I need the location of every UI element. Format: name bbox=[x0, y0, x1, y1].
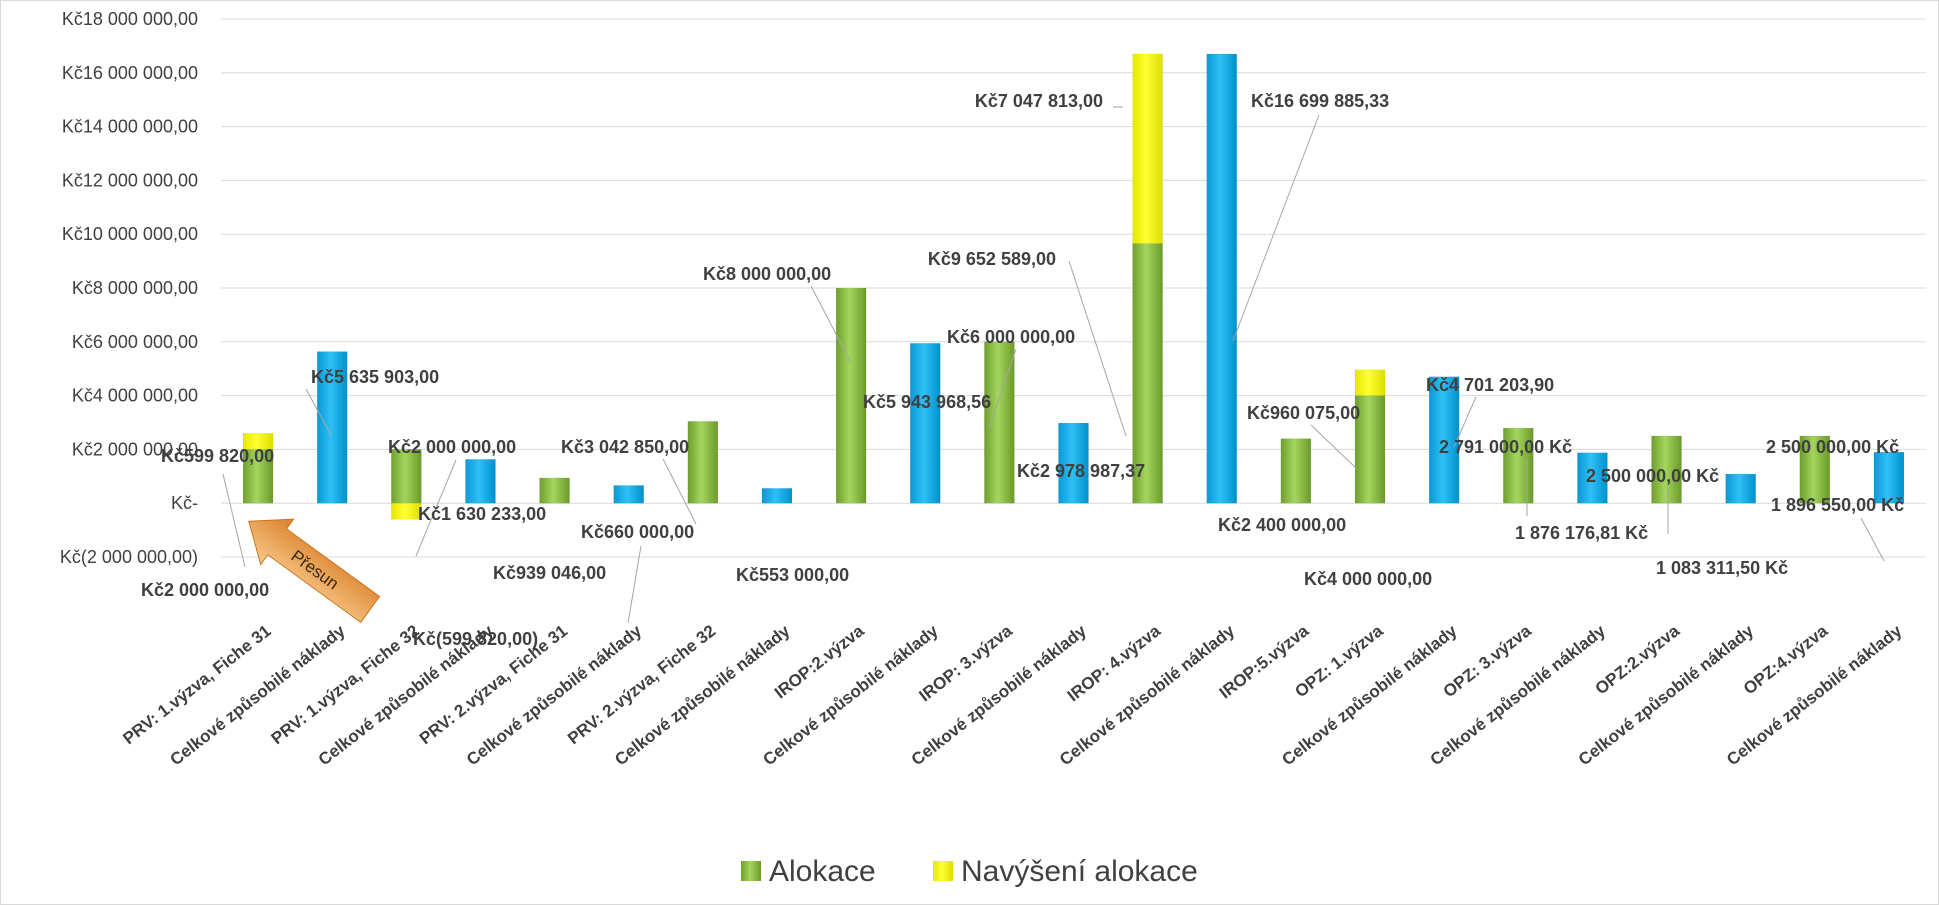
data-label: Kč2 000 000,00 bbox=[141, 580, 269, 600]
data-label: Kč9 652 589,00 bbox=[928, 249, 1056, 269]
data-label: Kč5 943 968,56 bbox=[863, 392, 991, 412]
data-label: Kč16 699 885,33 bbox=[1251, 91, 1389, 111]
y-axis-ticks: Kč(2 000 000,00) Kč- Kč2 000 000,00 Kč4 000… bbox=[60, 9, 198, 567]
bar-alokace bbox=[539, 477, 570, 504]
bar-alokace bbox=[1354, 395, 1386, 504]
bar-celkove-naklady bbox=[1206, 53, 1238, 504]
leader-line bbox=[222, 473, 246, 568]
y-tick-label: Kč12 000 000,00 bbox=[62, 170, 198, 190]
data-label: Kč2 400 000,00 bbox=[1218, 515, 1346, 535]
data-label: Kč6 000 000,00 bbox=[947, 327, 1075, 347]
bar-alokace bbox=[391, 449, 422, 504]
x-category-label: PRV: 1.výzva, Fiche 32 bbox=[268, 621, 423, 748]
leader-line bbox=[988, 348, 1017, 429]
leader-line bbox=[662, 458, 697, 525]
data-label: 1 896 550,00 Kč bbox=[1771, 495, 1904, 515]
leader-line bbox=[305, 388, 332, 436]
bar-celkove-naklady bbox=[1725, 473, 1756, 504]
data-label: Kč2 978 987,37 bbox=[1017, 461, 1145, 481]
bar-celkove-naklady bbox=[1577, 452, 1608, 504]
data-labels: Kč599 820,00 Kč2 000 000,00 Kč5 635 903,00… bbox=[141, 91, 1904, 649]
data-label: Kč599 820,00 bbox=[161, 446, 274, 466]
data-label: Kč553 000,00 bbox=[736, 565, 849, 585]
bar-alokace bbox=[687, 421, 719, 504]
bar-celkove-naklady bbox=[316, 351, 348, 504]
bars bbox=[242, 53, 1905, 520]
bar-navyseni-alokace bbox=[1132, 53, 1163, 244]
y-tick-label: Kč- bbox=[171, 493, 198, 513]
data-label: Kč4 701 203,90 bbox=[1426, 375, 1554, 395]
data-label: Kč4 000 000,00 bbox=[1304, 569, 1432, 589]
data-label: Kč3 042 850,00 bbox=[561, 437, 689, 457]
x-category-label: PRV: 1.výzva, Fiche 31 bbox=[119, 621, 274, 748]
y-tick-label: Kč10 000 000,00 bbox=[62, 224, 198, 244]
data-label: Kč660 000,00 bbox=[581, 522, 694, 542]
data-label: 1 083 311,50 Kč bbox=[1656, 558, 1788, 578]
data-label: 2 791 000,00 Kč bbox=[1439, 437, 1572, 457]
leader-line bbox=[810, 285, 852, 364]
leader-line bbox=[1310, 424, 1357, 469]
data-label: Kč2 000 000,00 bbox=[388, 437, 516, 457]
presun-arrow-shape: Přesun bbox=[248, 518, 381, 624]
data-label: Kč(599 820,00) bbox=[413, 629, 538, 649]
y-tick-label: Kč18 000 000,00 bbox=[62, 9, 198, 29]
legend-swatch-navyseni bbox=[933, 861, 953, 881]
data-label: 1 876 176,81 Kč bbox=[1515, 523, 1648, 543]
bar-alokace bbox=[1132, 243, 1163, 504]
data-label: Kč939 046,00 bbox=[493, 563, 606, 583]
data-label: Kč7 047 813,00 bbox=[975, 91, 1103, 111]
bar-celkove-naklady bbox=[1873, 451, 1905, 504]
data-label: Kč8 000 000,00 bbox=[703, 264, 831, 284]
data-label: Kč960 075,00 bbox=[1247, 403, 1360, 423]
arrow-body bbox=[248, 518, 381, 624]
bar-alokace bbox=[1651, 435, 1682, 504]
bar-celkove-naklady bbox=[761, 488, 793, 504]
x-category-label: PRV: 2.výzva, Fiche 32 bbox=[564, 621, 719, 748]
y-tick-label: Kč16 000 000,00 bbox=[62, 63, 198, 83]
y-tick-label: Kč8 000 000,00 bbox=[72, 278, 198, 298]
leader-line bbox=[1068, 260, 1127, 437]
y-tick-label: Kč14 000 000,00 bbox=[62, 117, 198, 137]
presun-arrow: Přesun bbox=[248, 518, 381, 624]
bar-navyseni-alokace bbox=[1354, 369, 1386, 396]
bar-celkove-naklady bbox=[909, 343, 941, 504]
y-tick-label: Kč2 000 000,00 bbox=[72, 439, 198, 459]
y-tick-label: Kč(2 000 000,00) bbox=[60, 547, 198, 567]
leader-line bbox=[1860, 517, 1885, 562]
bar-celkove-naklady bbox=[1428, 376, 1460, 504]
y-tick-label: Kč6 000 000,00 bbox=[72, 332, 198, 352]
bar-alokace bbox=[1503, 427, 1534, 504]
legend-swatch-alokace bbox=[741, 861, 761, 881]
leader-line bbox=[415, 459, 457, 557]
bar-alokace bbox=[835, 287, 867, 504]
bar-alokace bbox=[1799, 435, 1831, 504]
leader-line bbox=[1232, 114, 1320, 342]
data-label: 2 500 000,00 Kč bbox=[1766, 437, 1899, 457]
leader-lines bbox=[222, 106, 1885, 624]
leader-line bbox=[627, 545, 642, 624]
data-label: Kč5 635 903,00 bbox=[311, 367, 439, 387]
leader-line bbox=[1453, 396, 1477, 448]
legend-label: Alokace bbox=[769, 855, 876, 888]
legend: Alokace Navýšení alokace bbox=[741, 855, 1198, 888]
data-label: Kč1 630 233,00 bbox=[418, 504, 546, 524]
bar-navyseni-alokace bbox=[391, 502, 422, 520]
gridlines bbox=[221, 18, 1926, 558]
bar-alokace bbox=[1280, 438, 1312, 504]
bar-celkove-naklady bbox=[465, 459, 496, 504]
bar-navyseni-alokace bbox=[242, 433, 274, 450]
y-tick-label: Kč4 000 000,00 bbox=[72, 386, 198, 406]
legend-label: Navýšení alokace bbox=[961, 855, 1198, 888]
bar-celkove-naklady bbox=[1058, 422, 1089, 504]
data-label: 2 500 000,00 Kč bbox=[1586, 466, 1719, 486]
bar-alokace bbox=[242, 449, 274, 504]
bar-celkove-naklady bbox=[613, 485, 644, 504]
